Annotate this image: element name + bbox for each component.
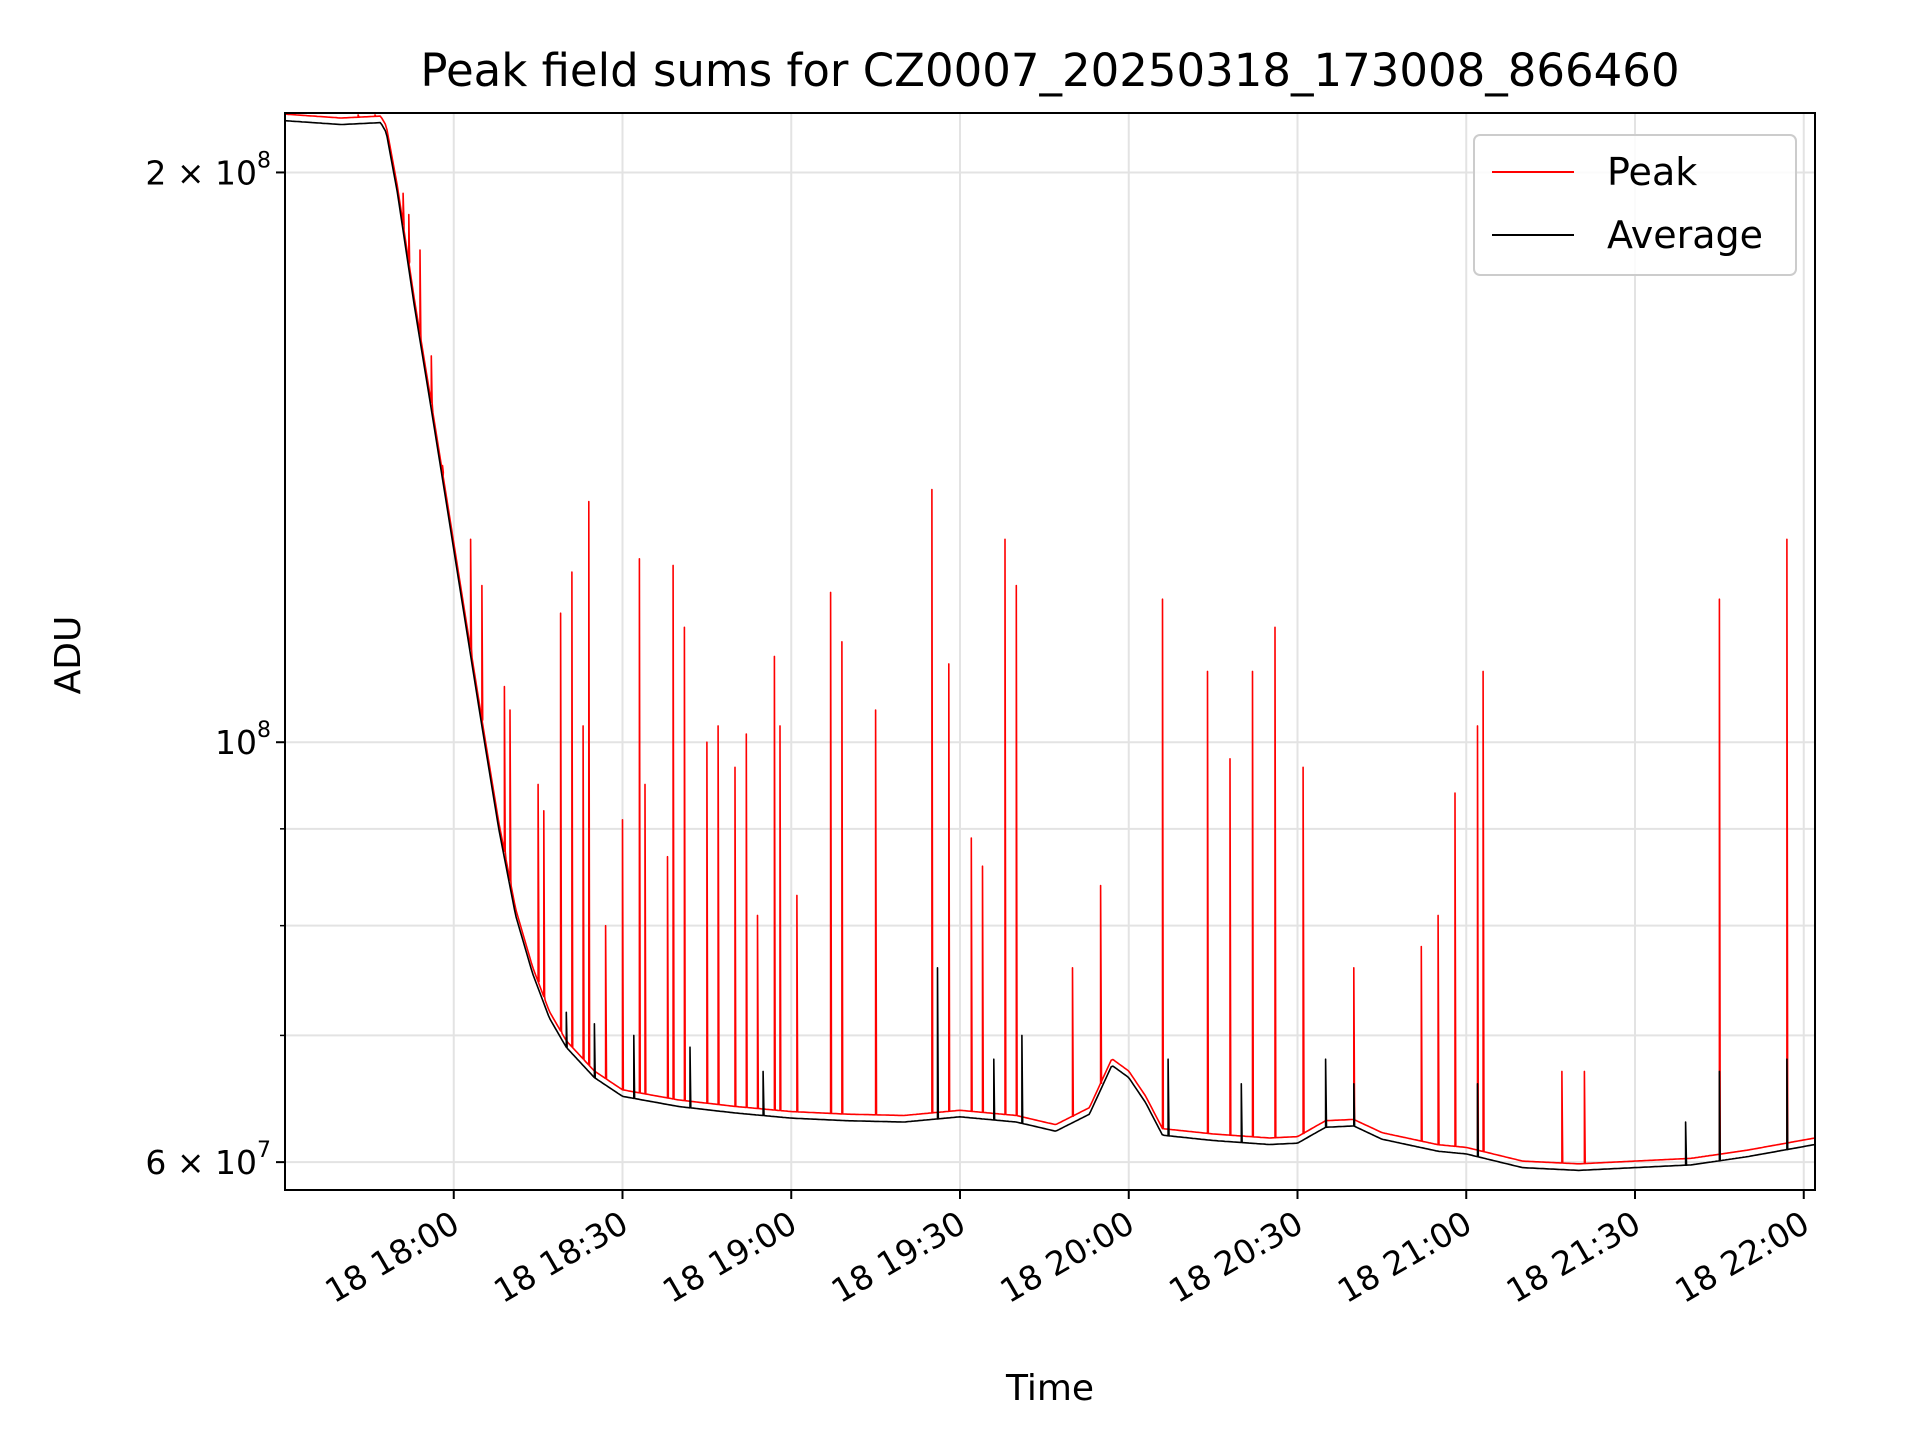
plot-background <box>285 113 1815 1190</box>
y-tick-base: 10 <box>215 1143 257 1182</box>
series-layer <box>284 113 1816 1172</box>
x-axis-label: Time <box>1005 1368 1094 1409</box>
y-tick-base: 10 <box>215 153 257 192</box>
y-tick-label: 6 × 107 <box>145 1138 271 1182</box>
y-tick-exponent: 8 <box>257 718 271 743</box>
y-tick-label: 2 × 108 <box>145 148 271 192</box>
peak-series-line <box>284 113 1816 1165</box>
legend-label: Peak <box>1607 150 1697 194</box>
plot-frame <box>284 112 1816 1191</box>
average-series-line <box>284 119 1816 1172</box>
y-tick-base: 10 <box>215 723 257 762</box>
legend-box <box>1473 134 1797 276</box>
chart-title: Peak field sums for CZ0007_20250318_1730… <box>420 44 1679 97</box>
y-tick-exponent: 7 <box>257 1138 271 1163</box>
y-tick-label: 108 <box>215 718 271 762</box>
legend-label: Average <box>1607 213 1763 257</box>
y-tick-mantissa: 6 × <box>145 1143 215 1182</box>
y-tick-exponent: 8 <box>257 148 271 173</box>
legend: Peak Average <box>1473 134 1797 276</box>
y-axis-label: ADU <box>48 616 89 695</box>
y-tick-mantissa: 2 × <box>145 153 215 192</box>
